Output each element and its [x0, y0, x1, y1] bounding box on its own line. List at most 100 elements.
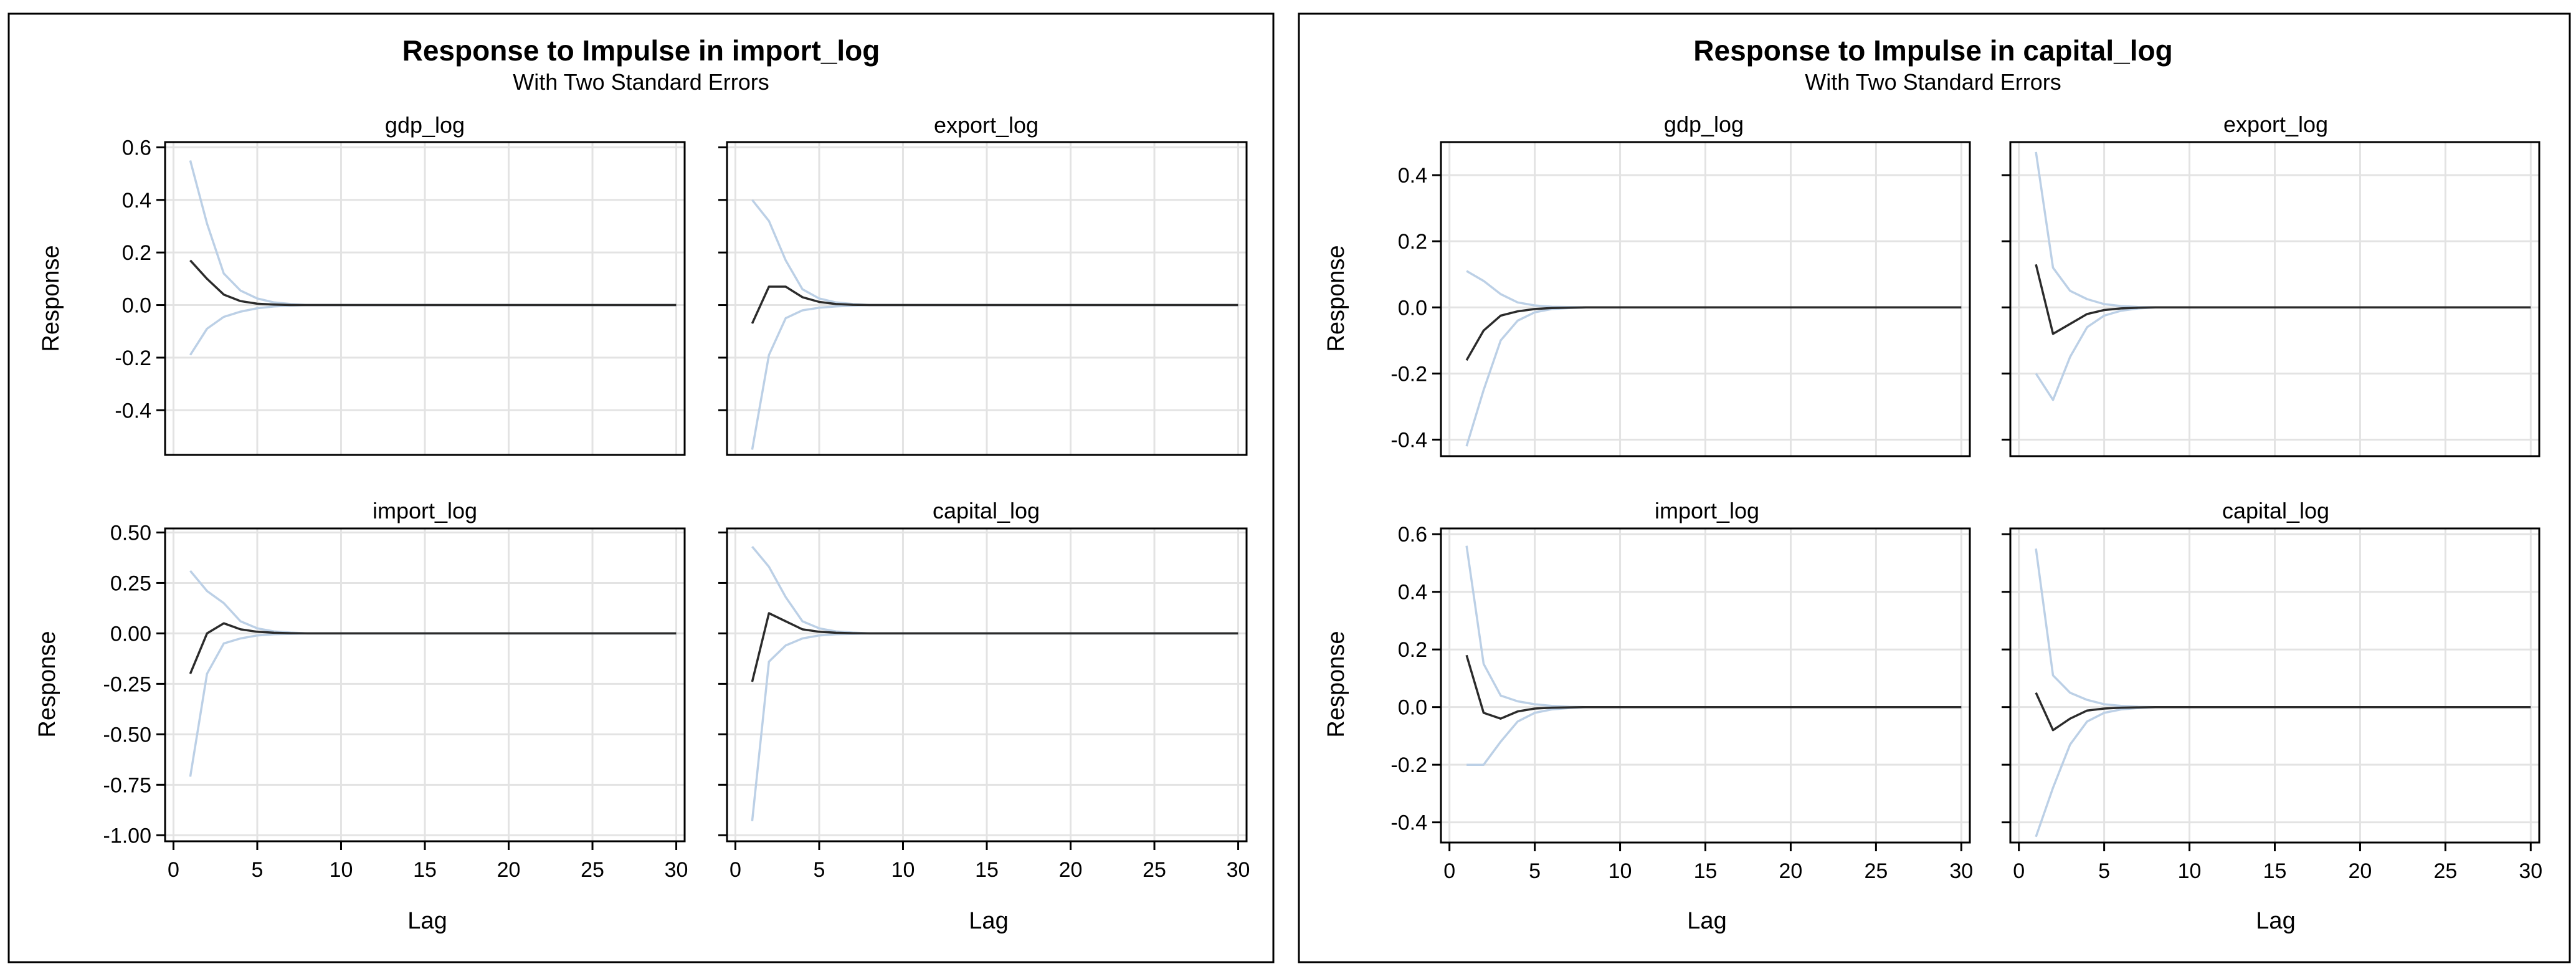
figure-import-impulse: Response to Impulse in import_log With T… — [7, 12, 1275, 963]
x-tick-label: 5 — [814, 858, 825, 882]
y-axis-label: Response — [38, 245, 64, 351]
x-tick-label: 25 — [2433, 859, 2457, 883]
x-tick-label: 10 — [2178, 859, 2202, 883]
panel-title: import_log — [1655, 498, 1759, 523]
y-tick-label: -0.4 — [1390, 428, 1427, 452]
y-tick-label: -0.4 — [115, 399, 151, 423]
figure-capital-impulse: Response to Impulse in capital_log With … — [1298, 12, 2571, 963]
x-tick-label: 10 — [1609, 859, 1632, 883]
x-tick-label: 30 — [665, 858, 688, 882]
plot-frame — [726, 141, 1248, 456]
y-tick-label: -0.2 — [115, 346, 151, 370]
y-axis-label: Response — [1323, 245, 1349, 351]
response-line — [189, 259, 677, 307]
panel-title: capital_log — [933, 498, 1040, 523]
response-line — [751, 612, 1238, 682]
x-tick-label: 0 — [1443, 859, 1455, 883]
panel-title: gdp_log — [385, 112, 465, 138]
x-tick-label: 20 — [497, 858, 521, 882]
x-tick-label: 0 — [168, 858, 179, 882]
figure-subtitle: With Two Standard Errors — [1805, 69, 2061, 95]
x-tick-label: 25 — [581, 858, 604, 882]
panel-plot-area — [2002, 141, 2540, 457]
y-axis-label: Response — [34, 631, 60, 737]
response-line — [2035, 264, 2531, 335]
response-line — [751, 285, 1238, 324]
y-axis-label: Response — [1323, 631, 1349, 737]
x-axis-label: Lag — [1687, 908, 1726, 934]
x-axis-label: Lag — [407, 908, 447, 934]
y-tick-label: 0.6 — [122, 136, 151, 160]
panel-capital-log: capital_log 0 5 10 15 20 25 30 Lag — [2002, 498, 2542, 934]
panel-plot-area: -0.4 -0.2 0.0 0.2 0.4 0.6 — [115, 136, 686, 456]
x-tick-label: 20 — [1059, 858, 1083, 882]
x-tick-label: 30 — [2519, 859, 2542, 883]
y-tick-label: 0.0 — [1398, 296, 1427, 320]
y-tick-label: 0.2 — [122, 241, 151, 265]
figure-title: Response to Impulse in import_log — [402, 34, 880, 67]
y-tick-label: -0.75 — [103, 773, 152, 797]
x-tick-label: 15 — [2263, 859, 2287, 883]
figure-frame — [1298, 12, 2571, 963]
y-tick-label: -0.2 — [1390, 362, 1427, 386]
panel-plot-area: -1.00 -0.75 -0.50 -0.25 0.00 0.25 0.50 0 5 10 15 20… — [103, 521, 688, 882]
panel-title: import_log — [373, 498, 477, 523]
x-tick-label: 15 — [1694, 859, 1718, 883]
panel-title: export_log — [934, 112, 1038, 138]
y-tick-label: 0.0 — [1398, 696, 1427, 720]
y-tick-label: -1.00 — [103, 824, 152, 848]
y-tick-label: -0.2 — [1390, 753, 1427, 777]
x-tick-label: 5 — [252, 858, 264, 882]
panel-plot-area: 0 5 10 15 20 25 30 — [2002, 527, 2542, 883]
panel-title: export_log — [2223, 112, 2328, 137]
response-line — [1465, 654, 1962, 720]
y-tick-label: 0.0 — [122, 294, 151, 318]
x-tick-label: 5 — [2098, 859, 2110, 883]
panel-plot-area: -0.4 -0.2 0.0 0.2 0.4 0.6 0 5 10 15 20 25 30 — [1390, 523, 1973, 883]
panel-import-log: import_log -0.4 -0.2 0.0 0.2 0.4 0.6 0 5 10 15 20 2… — [1323, 498, 1973, 934]
y-tick-label: 0.2 — [1398, 638, 1427, 662]
panel-gdp-log: gdp_log -0.4 -0.2 0.0 0.2 0.4 Response — [1323, 112, 1971, 457]
y-tick-label: -0.50 — [103, 723, 152, 747]
y-tick-label: 0.25 — [110, 571, 151, 595]
x-tick-label: 25 — [1864, 859, 1888, 883]
panel-title: gdp_log — [1664, 112, 1744, 137]
x-tick-label: 20 — [2349, 859, 2372, 883]
x-tick-label: 0 — [2013, 859, 2025, 883]
response-line — [2035, 692, 2531, 732]
x-axis-label: Lag — [2256, 908, 2295, 934]
y-tick-label: 0.00 — [110, 622, 151, 646]
panel-plot-area: -0.4 -0.2 0.0 0.2 0.4 — [1390, 141, 1971, 457]
x-tick-label: 20 — [1779, 859, 1803, 883]
x-tick-label: 0 — [730, 858, 741, 882]
figure-title: Response to Impulse in capital_log — [1693, 34, 2172, 67]
plot-frame — [1440, 141, 1971, 457]
y-tick-label: 0.4 — [1398, 581, 1427, 604]
x-tick-label: 15 — [413, 858, 437, 882]
figure-subtitle: With Two Standard Errors — [513, 69, 769, 95]
x-tick-label: 10 — [330, 858, 353, 882]
x-tick-label: 30 — [1227, 858, 1250, 882]
panel-plot-area — [718, 141, 1248, 456]
panel-capital-log: capital_log 0 5 10 15 20 25 30 Lag — [718, 498, 1250, 934]
y-tick-label: 0.4 — [122, 189, 151, 213]
x-tick-label: 15 — [975, 858, 999, 882]
plot-frame — [164, 141, 686, 456]
panel-export-log: export_log — [718, 112, 1248, 456]
y-tick-label: -0.25 — [103, 672, 152, 696]
panel-title: capital_log — [2222, 498, 2329, 523]
panel-plot-area: 0 5 10 15 20 25 30 — [718, 527, 1250, 882]
panel-import-log: import_log -1.00 -0.75 -0.50 -0.25 0.00 0.25 0… — [34, 498, 688, 934]
y-tick-label: 0.6 — [1398, 523, 1427, 547]
x-axis-label: Lag — [969, 908, 1008, 934]
response-line — [1465, 306, 1962, 361]
x-tick-label: 30 — [1949, 859, 1973, 883]
y-tick-label: 0.2 — [1398, 230, 1427, 254]
x-tick-label: 10 — [891, 858, 915, 882]
x-tick-label: 5 — [1529, 859, 1541, 883]
panel-gdp-log: gdp_log -0.4 -0.2 0.0 0.2 0.4 0.6 Response — [38, 112, 686, 456]
plot-frame — [2009, 141, 2540, 457]
y-tick-label: -0.4 — [1390, 811, 1427, 835]
figure-frame — [7, 12, 1275, 963]
